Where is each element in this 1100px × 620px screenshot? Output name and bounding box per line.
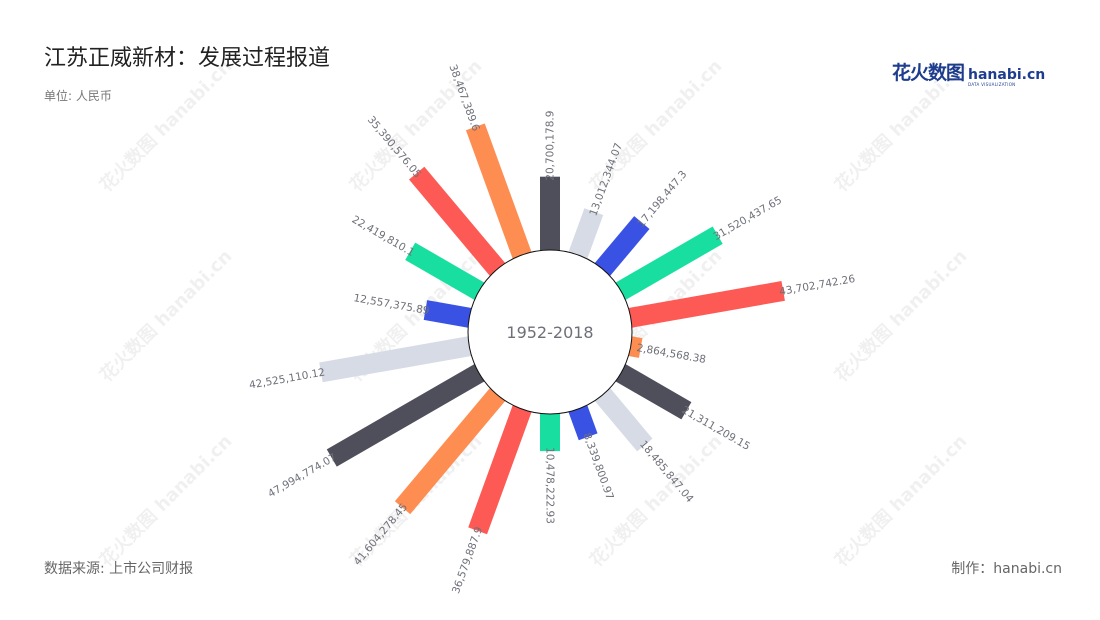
radial-bar [409,166,507,278]
radial-bar [423,300,473,328]
data-source: 数据来源: 上市公司财报 [44,561,194,577]
bar-value-label: 47,994,774.07 [266,451,339,500]
watermark-text: 花火数图 hanabi.cn [95,55,236,196]
watermark-text: 花火数图 hanabi.cn [830,245,971,386]
bar-value-label: 36,579,887.9 [450,525,485,595]
unit-label: 单位: 人民币 [44,89,112,103]
radial-bar [394,386,507,515]
page-title: 江苏正威新材：发展过程报道 [44,46,331,71]
radial-bar [319,336,473,383]
radial-bar [593,386,653,452]
bar-value-label: 10,478,222.93 [543,447,555,524]
logo-en-text: hanabi.cn [968,67,1046,83]
brand-logo: 花火数图 hanabi.cn DATA VISUALIZATION [892,58,1045,87]
bar-value-label: 31,520,437.65 [712,194,785,243]
logo-sub-text: DATA VISUALIZATION [968,82,1016,87]
radial-bar [540,412,560,452]
bar-value-label: 8,339,800.97 [581,431,616,501]
logo-en-block: hanabi.cn DATA VISUALIZATION [968,68,1045,87]
center-circle [467,249,633,415]
radial-bar [593,216,650,278]
radial-bar [627,281,785,328]
radial-bar [614,226,723,301]
bar-value-label: 17,198,447.3 [635,168,689,229]
center-label: 1952-2018 [506,323,593,342]
watermark-text: 花火数图 hanabi.cn [95,245,236,386]
bar-value-label: 22,419,810.1 [350,214,417,259]
bar-value-label: 43,702,742.26 [778,273,856,298]
radial-bar [567,403,598,441]
bar-value-label: 42,525,110.12 [248,366,326,391]
bar-value-label: 41,604,278.45 [352,501,411,568]
radial-bar [468,403,533,535]
radial-bar [326,363,486,467]
watermark-text: 花火数图 hanabi.cn [830,55,971,196]
radial-bar [614,363,692,420]
bar-value-label: 12,557,375.89 [353,292,431,317]
bar-value-label: 20,700,178.9 [545,111,557,181]
logo-cn-text: 花火数图 [892,62,965,84]
maker-credit: 制作：hanabi.cn [951,561,1062,577]
radial-bar [405,242,486,301]
radial-bar [567,208,604,261]
bar-layer [319,123,785,535]
radial-bar [465,123,533,261]
watermark-text: 花火数图 hanabi.cn [830,430,971,571]
radial-bar [540,176,560,252]
watermark-text: 花火数图 hanabi.cn [95,430,236,571]
bar-value-label: 2,864,568.38 [636,342,707,366]
